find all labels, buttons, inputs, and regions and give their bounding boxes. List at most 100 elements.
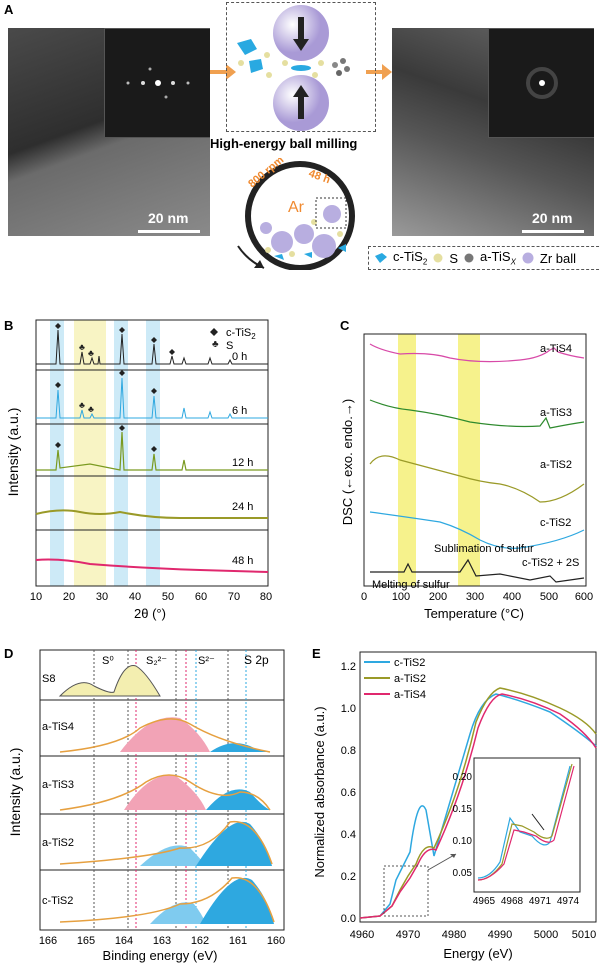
xanes-xtick: 5000 bbox=[534, 929, 558, 941]
xanes-legend: a-TiS2 bbox=[394, 673, 426, 685]
xanes-ylabel: Normalized absorbance (a.u.) bbox=[312, 706, 327, 877]
xanes-inset-xtick: 4965 bbox=[473, 896, 496, 907]
xps-trace-label: a-TiS3 bbox=[42, 779, 74, 791]
panel-b-xrd-chart: ♣ c-TiS2 S ♣♣♣ ♣ 0 h 6 h 12 h 24 h 48 h 1… bbox=[5, 319, 272, 621]
xps-ylabel: Intensity (a.u.) bbox=[7, 748, 23, 837]
legend-s: S bbox=[449, 250, 458, 266]
xps-xtick: 163 bbox=[153, 935, 171, 947]
c-tis2-icon bbox=[375, 253, 387, 263]
xrd-trace-label: 12 h bbox=[232, 457, 253, 469]
dsc-xtick: 0 bbox=[361, 591, 367, 603]
xps-xlabel: Binding energy (eV) bbox=[103, 948, 218, 963]
panel-d-xps-chart: S⁰ S₂²⁻ S²⁻ S 2p S8 a-TiS4 a-TiS3 a-TiS2… bbox=[7, 649, 285, 963]
dsc-xtick: 600 bbox=[575, 591, 593, 603]
xanes-inset-xtick: 4968 bbox=[501, 896, 524, 907]
xps-region-s22: S₂²⁻ bbox=[146, 655, 167, 667]
xanes-legend: a-TiS4 bbox=[394, 689, 426, 701]
xrd-trace-label: 24 h bbox=[232, 501, 253, 513]
dsc-xlabel: Temperature (°C) bbox=[424, 606, 524, 621]
arrow-right-icon bbox=[210, 64, 236, 80]
xps-xtick: 161 bbox=[229, 935, 247, 947]
dsc-note-melting: Melting of sulfur bbox=[372, 579, 450, 591]
scale-bar-right bbox=[522, 230, 584, 233]
xrd-xtick: 60 bbox=[195, 591, 207, 603]
dsc-trace-label: a-TiS3 bbox=[540, 407, 572, 419]
jar-gas-label: Ar bbox=[288, 199, 305, 216]
xps-xtick: 165 bbox=[77, 935, 95, 947]
xrd-xtick: 80 bbox=[260, 591, 272, 603]
zr-ball-icon bbox=[522, 252, 534, 264]
xanes-xlabel: Energy (eV) bbox=[443, 946, 512, 961]
dsc-trace-label: a-TiS4 bbox=[540, 343, 572, 355]
panel-b-letter: B bbox=[4, 318, 14, 333]
panel-c-dsc-chart: a-TiS4 a-TiS3 a-TiS2 c-TiS2 c-TiS2 + 2S … bbox=[340, 333, 593, 621]
dsc-xtick: 300 bbox=[466, 591, 484, 603]
xanes-inset-ytick: 0.15 bbox=[453, 804, 473, 815]
ball-milling-title: High-energy ball milling bbox=[210, 136, 358, 151]
xps-xtick: 166 bbox=[39, 935, 57, 947]
panel-e-letter: E bbox=[312, 646, 321, 661]
xanes-xtick: 4960 bbox=[350, 929, 374, 941]
arrow-right-icon bbox=[366, 64, 392, 80]
fft-inset-amorphous bbox=[488, 28, 594, 138]
svg-text:♣: ♣ bbox=[88, 348, 94, 358]
tem-image-crystalline: 20 nm bbox=[8, 28, 210, 236]
xanes-ytick: 0.6 bbox=[341, 787, 356, 799]
fft-inset-crystalline bbox=[104, 28, 210, 138]
xanes-inset-ytick: 0.05 bbox=[453, 868, 473, 879]
svg-text:♣: ♣ bbox=[212, 339, 219, 350]
xps-xtick: 162 bbox=[191, 935, 209, 947]
legend-zr-ball: Zr ball bbox=[539, 250, 577, 266]
xanes-legend: c-TiS2 bbox=[394, 657, 425, 669]
xrd-xtick: 50 bbox=[162, 591, 174, 603]
dsc-trace-label: c-TiS2 bbox=[540, 517, 571, 529]
svg-text:♣: ♣ bbox=[88, 404, 94, 414]
xanes-ytick: 0.4 bbox=[341, 829, 356, 841]
panel-a-letter: A bbox=[4, 2, 14, 17]
xrd-trace-label: 48 h bbox=[232, 555, 253, 567]
xrd-xtick: 30 bbox=[96, 591, 108, 603]
xps-region-s0: S⁰ bbox=[102, 655, 114, 667]
svg-text:♣: ♣ bbox=[79, 400, 85, 410]
xrd-trace-label: 0 h bbox=[232, 351, 247, 363]
xanes-ytick: 1.2 bbox=[341, 661, 356, 673]
dsc-trace-label: c-TiS2 + 2S bbox=[522, 557, 579, 569]
svg-text:♣: ♣ bbox=[79, 342, 85, 352]
scale-bar-left bbox=[138, 230, 200, 233]
xanes-inset-xtick: 4974 bbox=[557, 896, 580, 907]
xanes-inset-ytick: 0.20 bbox=[453, 772, 473, 783]
scale-label-left: 20 nm bbox=[148, 210, 189, 226]
xanes-xtick: 4970 bbox=[396, 929, 420, 941]
legend-c-tis2: c-TiS2 bbox=[393, 249, 428, 267]
xrd-xtick: 70 bbox=[228, 591, 240, 603]
xanes-ytick: 0.2 bbox=[341, 871, 356, 883]
dsc-trace-label: a-TiS2 bbox=[540, 459, 572, 471]
xrd-trace-label: 6 h bbox=[232, 405, 247, 417]
xanes-xtick: 5010 bbox=[572, 929, 596, 941]
xrd-xlabel: 2θ (°) bbox=[134, 606, 166, 621]
xps-trace-label: S8 bbox=[42, 673, 55, 685]
xrd-xtick: 20 bbox=[63, 591, 75, 603]
dsc-xtick: 200 bbox=[429, 591, 447, 603]
sulfur-icon bbox=[433, 253, 443, 263]
legend-a-tisx: a-TiSX bbox=[479, 249, 516, 267]
xrd-ylabel: Intensity (a.u.) bbox=[5, 408, 21, 497]
xrd-xtick: 40 bbox=[129, 591, 141, 603]
dsc-xtick: 500 bbox=[540, 591, 558, 603]
xps-trace-label: a-TiS2 bbox=[42, 837, 74, 849]
xrd-legend-ctis2: c-TiS2 bbox=[226, 327, 256, 341]
xps-trace-label: a-TiS4 bbox=[42, 721, 74, 733]
xanes-ytick: 0.8 bbox=[341, 745, 356, 757]
a-tisx-icon bbox=[464, 253, 474, 263]
xanes-xtick: 4980 bbox=[442, 929, 466, 941]
ball-milling-schematic bbox=[226, 2, 376, 132]
xps-s2p-label: S 2p bbox=[244, 653, 269, 667]
xrd-legend-s: S bbox=[226, 340, 233, 352]
dsc-note-sublimation: Sublimation of sulfur bbox=[434, 543, 534, 555]
xanes-xtick: 4990 bbox=[488, 929, 512, 941]
xanes-ytick: 1.0 bbox=[341, 703, 356, 715]
dsc-xtick: 400 bbox=[503, 591, 521, 603]
scale-label-right: 20 nm bbox=[532, 210, 573, 226]
panel-d-letter: D bbox=[4, 646, 14, 661]
dsc-xtick: 100 bbox=[392, 591, 410, 603]
